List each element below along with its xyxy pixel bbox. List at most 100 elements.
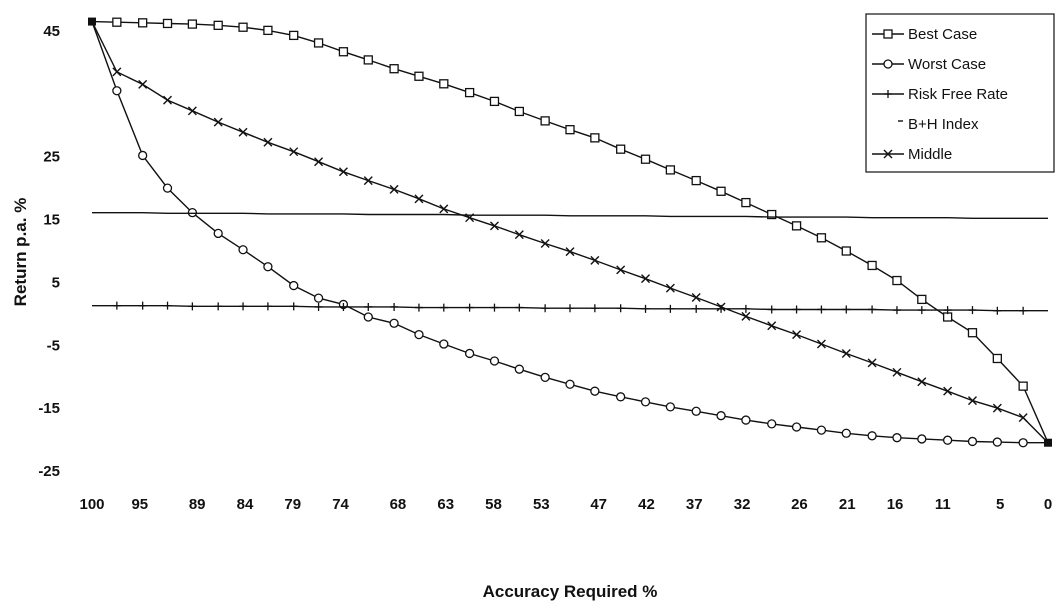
- data-point: [464, 87, 475, 98]
- data-point: [867, 431, 877, 441]
- data-point: [942, 435, 953, 445]
- data-point: [464, 348, 475, 359]
- data-point: [540, 116, 550, 126]
- data-point: [590, 304, 599, 313]
- data-point: [917, 434, 927, 444]
- data-point: [187, 19, 198, 29]
- data-point: [289, 147, 299, 157]
- data-point: [616, 392, 626, 402]
- data-point: [943, 306, 952, 315]
- data-point: [640, 154, 651, 164]
- data-point: [565, 247, 575, 257]
- data-point: [716, 186, 726, 196]
- data-point: [616, 144, 626, 154]
- data-point: [514, 230, 524, 240]
- data-point: [540, 238, 550, 248]
- y-tick-label: 45: [43, 23, 60, 40]
- data-point: [187, 106, 197, 116]
- data-point: [489, 96, 500, 107]
- data-point: [868, 305, 877, 314]
- data-point: [816, 339, 826, 349]
- data-point: [691, 175, 701, 186]
- data-point: [993, 306, 1002, 315]
- x-tick-label: 58: [485, 496, 502, 513]
- data-point: [314, 157, 324, 167]
- legend-box: [865, 13, 1055, 173]
- data-point: [691, 293, 701, 303]
- data-point: [842, 305, 851, 314]
- data-point: [389, 64, 399, 74]
- data-point: [112, 86, 122, 96]
- data-point: [1018, 381, 1028, 391]
- data-point: [213, 117, 223, 127]
- data-point: [162, 183, 173, 193]
- data-point: [439, 303, 448, 312]
- data-point: [716, 302, 726, 312]
- data-point: [967, 396, 977, 406]
- data-point: [163, 95, 173, 105]
- data-point: [138, 301, 147, 310]
- series-risk-free-rate: [92, 301, 1048, 315]
- data-point: [792, 305, 801, 314]
- data-point: [816, 425, 827, 435]
- data-point: [313, 38, 324, 48]
- data-point: [917, 294, 927, 305]
- x-tick-label: 37: [686, 496, 703, 513]
- data-point: [338, 47, 349, 57]
- x-tick-label: 53: [533, 496, 550, 513]
- data-point: [817, 305, 826, 314]
- series-line: [92, 212, 1048, 219]
- x-tick-label: 63: [437, 496, 454, 513]
- data-point: [992, 403, 1002, 413]
- legend-label: Middle: [908, 146, 952, 163]
- x-tick-label: 11: [935, 496, 951, 513]
- y-tick-label: -15: [38, 400, 60, 417]
- legend-label: Best Case: [908, 26, 977, 43]
- x-tick-label: 26: [791, 496, 808, 513]
- x-tick-label: 79: [284, 496, 301, 513]
- x-tick-label: 32: [734, 496, 751, 513]
- data-point: [239, 302, 248, 311]
- data-point: [389, 184, 399, 194]
- x-tick-label: 16: [887, 496, 904, 513]
- data-point: [138, 150, 148, 161]
- data-point: [616, 265, 626, 275]
- x-tick-label: 89: [189, 496, 206, 513]
- x-tick-label: 5: [996, 496, 1004, 513]
- data-point: [162, 18, 173, 29]
- x-tick-label: 84: [237, 496, 254, 513]
- data-point: [214, 302, 223, 311]
- data-point: [892, 367, 902, 377]
- data-point: [313, 293, 324, 303]
- data-point: [515, 303, 524, 312]
- data-point: [163, 301, 172, 310]
- data-point: [841, 348, 851, 358]
- legend-swatch-marker: [884, 90, 892, 98]
- data-point: [841, 246, 851, 256]
- data-point: [138, 79, 148, 89]
- data-point: [289, 280, 299, 291]
- data-point: [389, 318, 399, 328]
- data-point: [741, 304, 750, 313]
- data-point: [792, 330, 802, 340]
- data-point: [716, 411, 726, 421]
- data-point: [439, 79, 449, 89]
- data-point: [188, 302, 197, 311]
- data-point: [363, 312, 373, 322]
- data-point: [541, 304, 550, 313]
- data-point: [489, 356, 500, 366]
- data-point: [489, 221, 499, 231]
- data-point: [892, 433, 902, 443]
- data-point: [565, 125, 575, 135]
- data-point: [1019, 306, 1028, 315]
- data-point: [213, 228, 223, 239]
- data-point: [992, 353, 1002, 364]
- data-point: [590, 255, 600, 265]
- data-point: [263, 262, 273, 272]
- data-point: [289, 30, 299, 41]
- data-point: [791, 422, 802, 432]
- data-point: [289, 302, 298, 311]
- data-point: [238, 22, 248, 32]
- y-axis-ticks: 45 25 15 5 -5 -15 -25: [38, 23, 60, 480]
